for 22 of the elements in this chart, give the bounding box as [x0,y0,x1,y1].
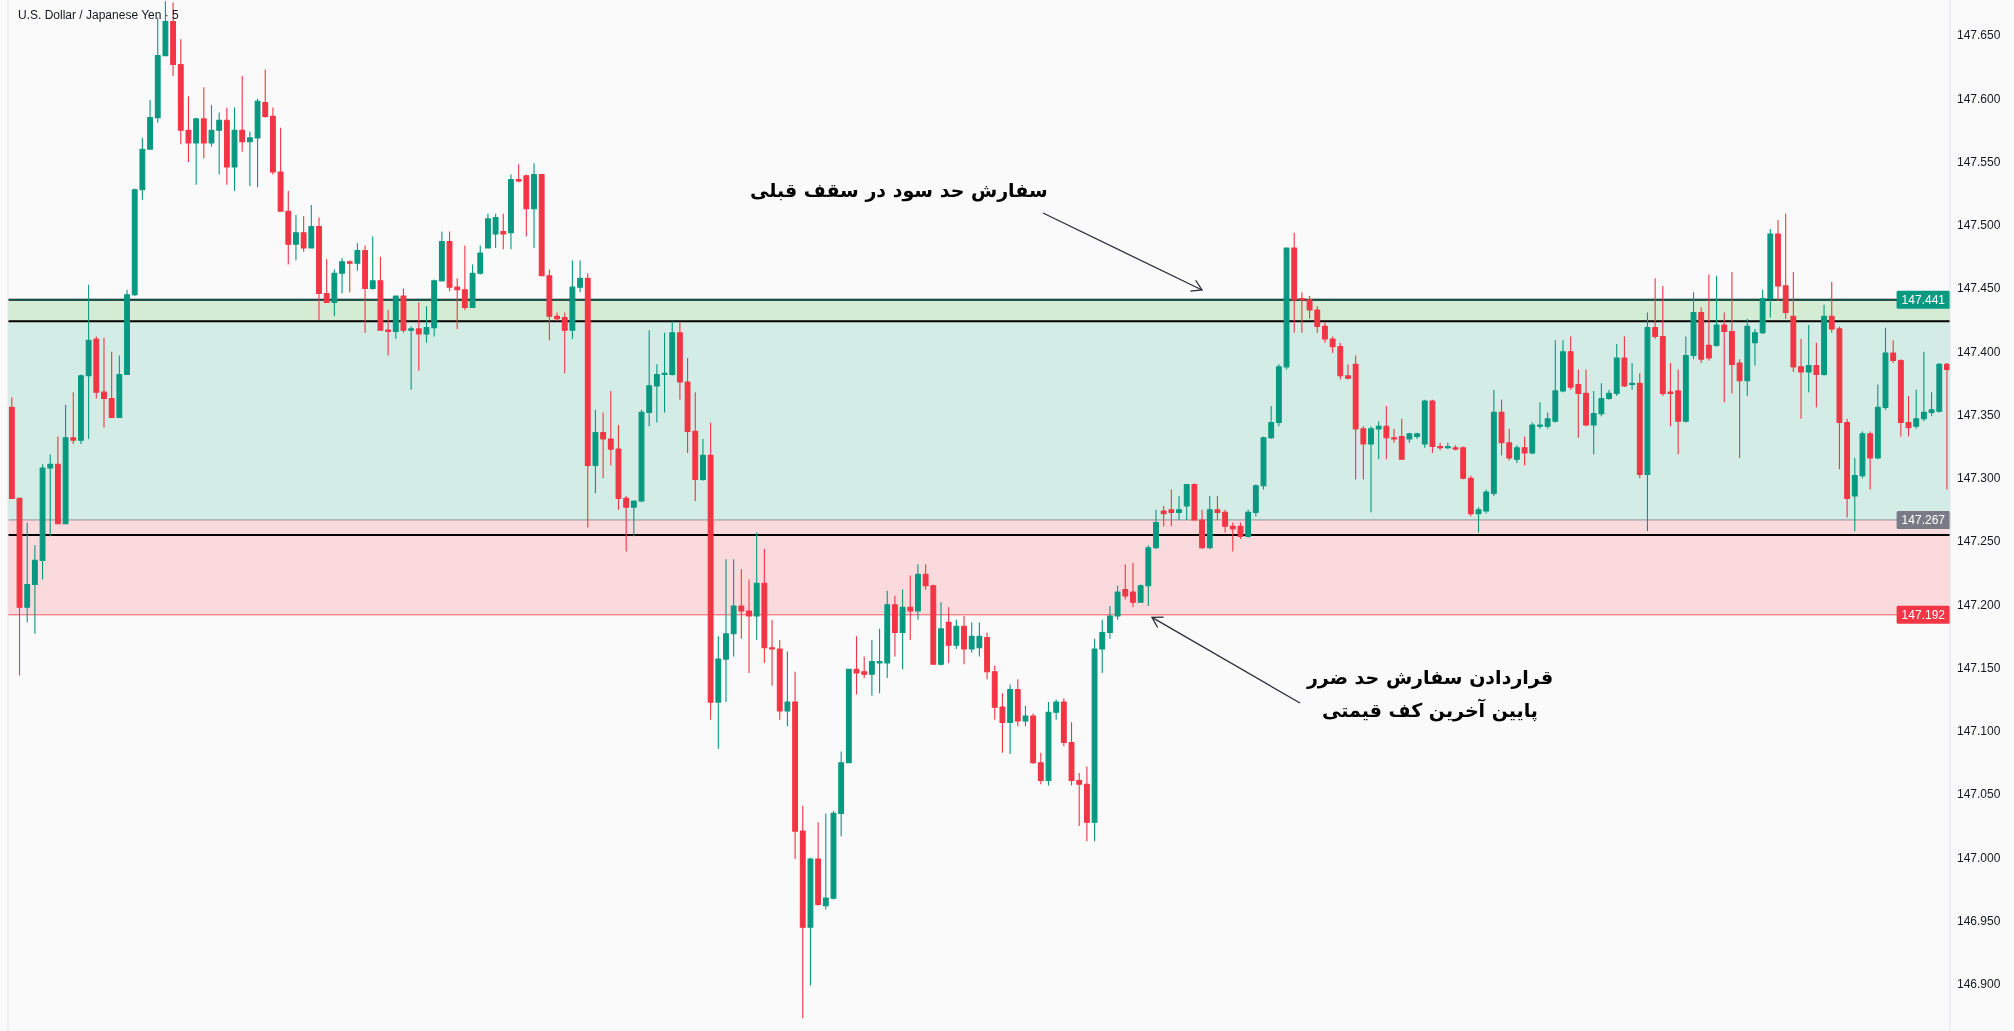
y-tick-label: 147.400 [1957,344,2001,359]
text: U.S. Dollar / Japanese Yen · 5 [18,8,180,22]
ref-line-label: 147.267 [1901,512,1946,527]
y-tick-label: 146.900 [1957,977,2001,992]
y-tick-label: 147.500 [1957,218,2001,233]
ref-line-label: 147.192 [1901,607,1946,622]
y-tick-label: 147.650 [1957,28,2001,43]
ref-line-label: 147.441 [1901,292,1946,307]
y-tick-label: 147.600 [1957,91,2001,106]
annotation: سفارش حد سود در سقف قبلی [750,177,1048,204]
y-tick-label: 147.450 [1957,281,2001,296]
y-tick-label: 147.300 [1957,471,2001,486]
y-tick-label: 147.050 [1957,787,2001,802]
y-tick-label: 146.950 [1957,913,2001,928]
annotation: قراردادن سفارش حد ضرر پایین آخرین کف قیمتی [1305,665,1555,724]
y-tick-label: 147.150 [1957,660,2001,675]
y-tick-label: 147.250 [1957,534,2001,549]
y-tick-label: 147.350 [1957,407,2001,422]
y-tick-label: 147.550 [1957,154,2001,169]
y-tick-label: 147.100 [1957,724,2001,739]
y-tick-label: 147.000 [1957,850,2001,865]
y-tick-label: 147.200 [1957,597,2001,612]
